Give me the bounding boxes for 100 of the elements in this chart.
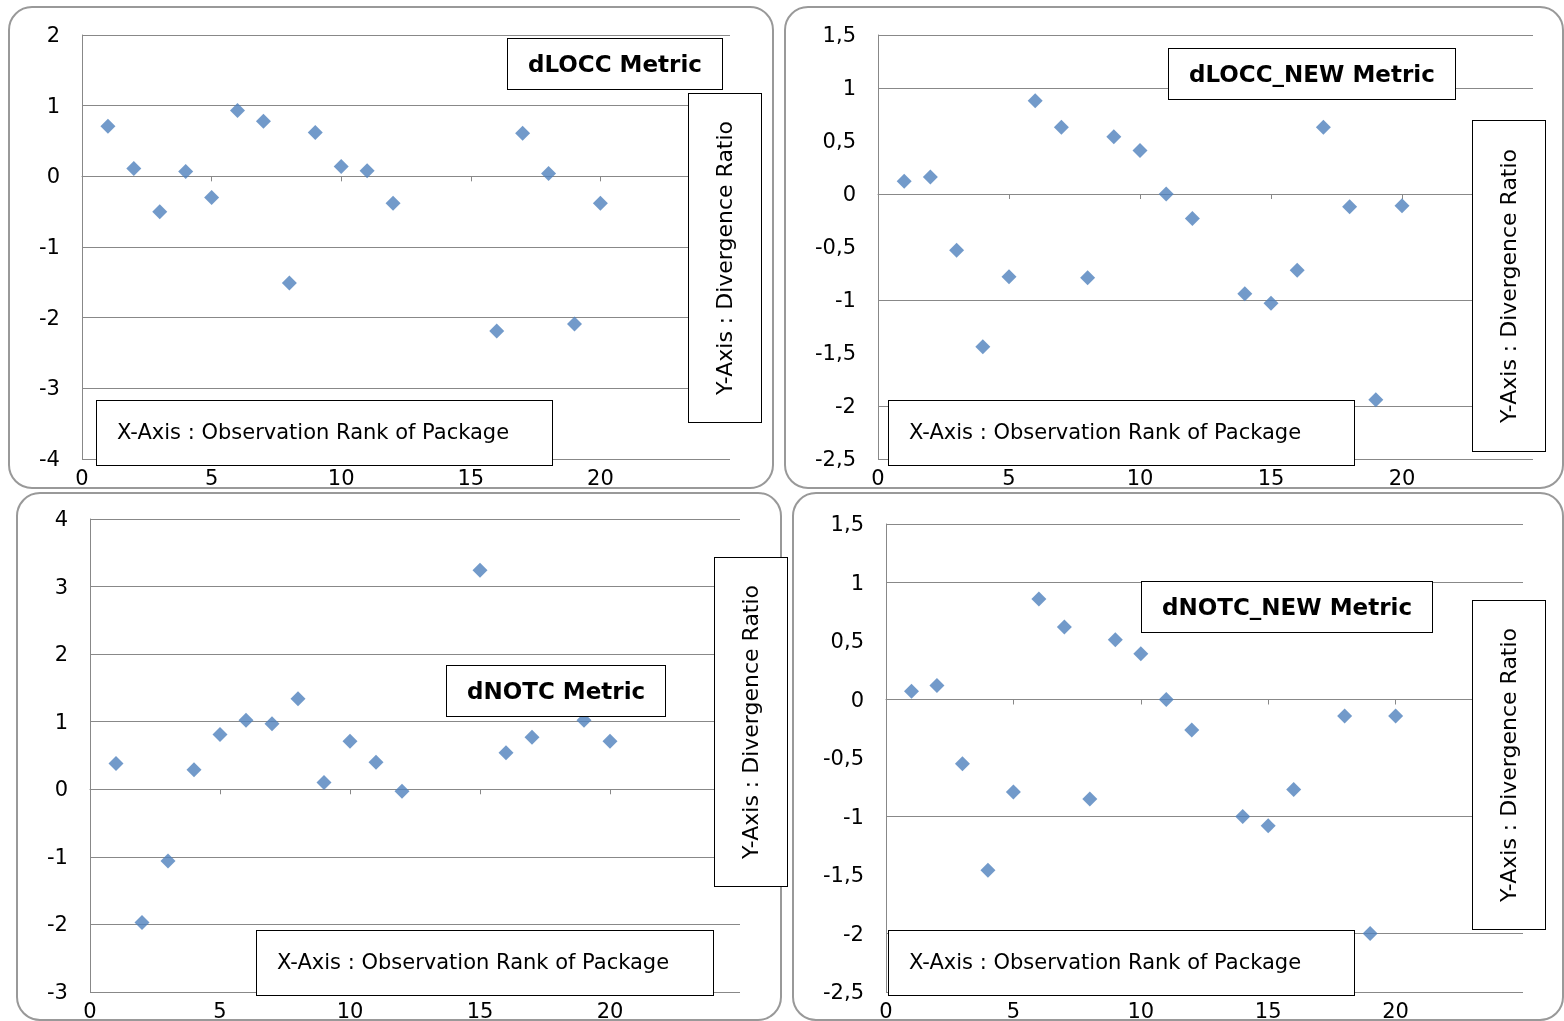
y-tick-label: -1 [39, 235, 60, 259]
point [281, 275, 297, 291]
title-box: dLOCC Metric [507, 38, 723, 90]
point [1235, 809, 1251, 824]
label-box: Y-Axis : Divergence Ratio [1472, 120, 1546, 452]
x-tick-label: 5 [1002, 465, 1016, 490]
point [1184, 210, 1200, 226]
title-box: dNOTC_NEW Metric [1141, 581, 1433, 633]
point [1362, 926, 1378, 941]
point [592, 195, 608, 211]
point [524, 729, 540, 745]
point [1263, 295, 1279, 311]
y-tick-label: 0,5 [830, 629, 864, 653]
point [903, 683, 919, 699]
y-tick-label: 0 [46, 164, 60, 189]
point [602, 733, 618, 749]
y-tick-label: -1 [47, 844, 68, 869]
label-box: Y-Axis : Divergence Ratio [1472, 600, 1546, 930]
point [152, 204, 168, 220]
point [1080, 270, 1096, 286]
x-tick-label: 20 [587, 465, 614, 490]
point [100, 118, 116, 134]
x-tick-label: 0 [75, 465, 89, 490]
point [922, 169, 938, 185]
x-tick-label: 15 [1254, 998, 1282, 1021]
point [1133, 646, 1149, 662]
title-box: dNOTC Metric [446, 665, 667, 717]
point [307, 125, 323, 141]
y-tick-label: -4 [39, 447, 60, 471]
y-tick-label: 1,5 [830, 512, 864, 536]
point [204, 190, 220, 206]
point [472, 562, 488, 578]
y-tick-label: -1 [843, 804, 864, 829]
y-tick-label: 1 [842, 76, 856, 100]
x-tick-label: 15 [1257, 465, 1285, 490]
x-tick-label: 10 [1126, 465, 1154, 490]
x-tick-label: 5 [1006, 998, 1021, 1021]
x-tick-label: 20 [1388, 465, 1416, 490]
y-tick-label: -0,5 [815, 235, 856, 259]
point [316, 775, 332, 791]
point [1158, 692, 1174, 707]
x-tick-label: 20 [1382, 998, 1409, 1021]
y-tick-label: -2 [39, 305, 60, 330]
y-tick-label: 1,5 [822, 23, 856, 47]
y-tick-label: 0,5 [822, 129, 856, 153]
point [126, 161, 142, 177]
point [566, 316, 582, 332]
point [359, 163, 375, 179]
x-tick-label: 0 [879, 998, 893, 1021]
y-tick-label: 0 [850, 687, 864, 712]
y-tick-label: -2 [843, 921, 864, 946]
y-tick-label: 1 [850, 570, 864, 595]
title-box: dLOCC_NEW Metric [1168, 48, 1456, 100]
label-box: X-Axis : Observation Rank of Package [888, 930, 1355, 996]
y-tick-label: -1,5 [815, 341, 856, 365]
y-tick-label: -3 [47, 980, 68, 1004]
point [385, 195, 401, 211]
point [134, 914, 150, 930]
y-tick-label: 2 [54, 642, 68, 667]
y-tick-label: 3 [54, 574, 68, 599]
point [1158, 186, 1174, 202]
point [1107, 632, 1123, 648]
x-tick-label: 20 [596, 998, 624, 1021]
point [212, 727, 228, 743]
x-tick-label: 10 [327, 465, 355, 490]
point [333, 158, 349, 174]
point [1315, 119, 1331, 135]
point [1237, 286, 1253, 302]
label-box: Y-Axis : Divergence Ratio [688, 93, 762, 423]
point [1286, 782, 1302, 798]
point [108, 756, 124, 772]
y-tick-label: -1 [835, 288, 856, 312]
point [394, 783, 410, 799]
point [929, 677, 945, 693]
y-tick-label: -2 [835, 394, 856, 418]
point [1031, 591, 1047, 607]
point [1184, 722, 1200, 738]
point [255, 113, 271, 129]
y-tick-label: 0 [54, 777, 68, 802]
point [896, 173, 912, 189]
point [1388, 708, 1404, 724]
point [949, 242, 965, 258]
y-tick-label: -1,5 [823, 863, 864, 887]
point [954, 756, 970, 772]
y-tick-label: -2,5 [815, 447, 856, 471]
x-tick-label: 5 [204, 465, 219, 490]
x-tick-label: 0 [871, 465, 885, 490]
point [541, 166, 557, 182]
point [1342, 199, 1358, 215]
x-tick-label: 5 [213, 998, 227, 1021]
point [290, 691, 306, 707]
x-tick-label: 15 [457, 465, 485, 490]
y-tick-label: -2 [47, 912, 68, 937]
x-tick-label: 15 [466, 998, 494, 1021]
point [160, 853, 176, 869]
y-tick-label: 1 [46, 93, 60, 118]
y-tick-label: 1 [54, 709, 68, 734]
y-tick-label: -2,5 [823, 980, 864, 1004]
y-tick-label: -0,5 [823, 746, 864, 770]
label-box: X-Axis : Observation Rank of Package [888, 400, 1355, 466]
